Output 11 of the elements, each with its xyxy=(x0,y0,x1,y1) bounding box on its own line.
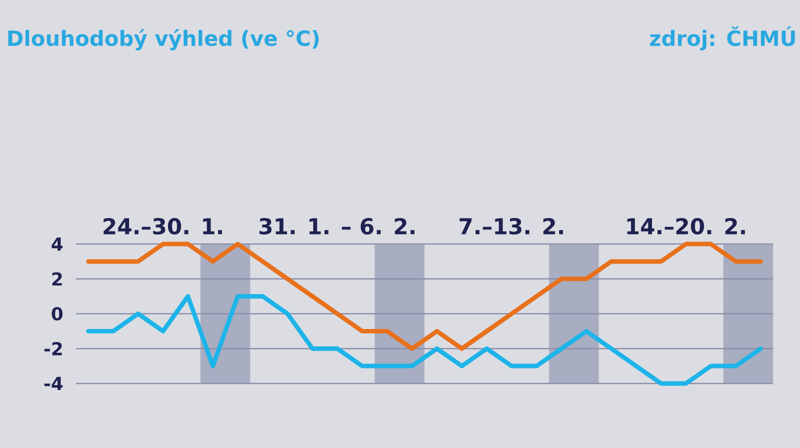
y-tick-label: -2 xyxy=(44,342,62,356)
y-tick-label: 4 xyxy=(52,237,63,250)
x-tick-label: 14.–20. 2. xyxy=(627,218,745,234)
y-tick-label: 0 xyxy=(52,306,63,320)
chart-title: Dlouhodobý výhled (ve °C) xyxy=(8,28,319,50)
y-tick-label: -4 xyxy=(44,376,63,390)
x-tick-label: 24.–30. 1. xyxy=(104,218,222,234)
text: zdroj: ČHMÚ xyxy=(650,26,795,50)
y-tick-label: 2 xyxy=(52,272,62,286)
x-tick-label: 7.–13. 2. xyxy=(460,218,563,234)
x-tick-label: 31. 1. – 6. 2. xyxy=(259,218,414,234)
